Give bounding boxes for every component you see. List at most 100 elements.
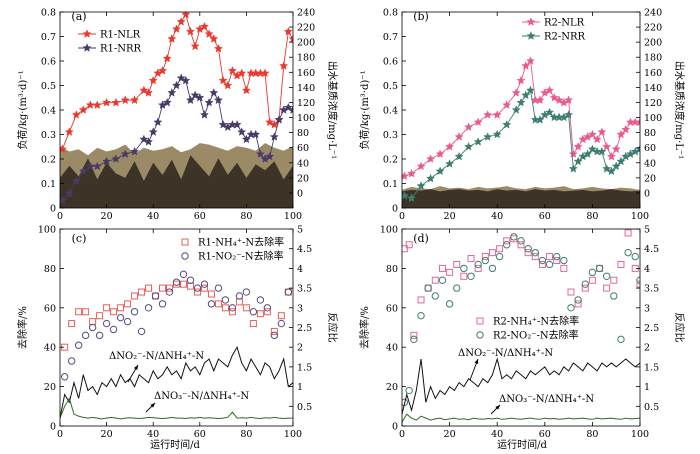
panel-a-label: (a) <box>71 10 86 23</box>
panel-d-xtick-label-2: 40 <box>491 429 503 440</box>
panel-a-point-1-1 <box>64 188 74 198</box>
panel-a-ylabel: 负荷/kg·(m³·d)⁻¹ <box>16 70 29 149</box>
panel-c-point-1-17 <box>179 270 188 279</box>
panel-b-legend-marker-0 <box>526 17 536 26</box>
panel-a-point-0-0 <box>60 144 67 154</box>
panel-c-point-1-21 <box>207 300 216 308</box>
panel-c-point-0-17 <box>179 280 187 288</box>
panel-b-point-1-1 <box>407 193 417 203</box>
panel-c-y2label: 反应比 <box>326 313 339 343</box>
panel-b-point-1-19 <box>545 107 555 117</box>
panel-d-xtick-label-5: 100 <box>631 429 649 440</box>
panel-c-point-1-0 <box>60 373 69 381</box>
panel-d-series-line-2 <box>402 357 640 415</box>
panel-a-point-0-26 <box>213 44 223 53</box>
panel-b-point-1-6 <box>454 151 464 161</box>
panel-d-point-0-25 <box>574 300 582 308</box>
panel-a-point-0-5 <box>92 100 102 109</box>
panel-b-point-0-4 <box>435 149 445 158</box>
panel-a-point-1-32 <box>241 134 251 144</box>
panel-d-y2tick-label-7: 4 <box>644 264 650 275</box>
panel-d-legend-marker-0 <box>476 317 484 325</box>
panel-c-y2tick-label-2: 1.5 <box>297 362 312 373</box>
panel-b-point-0-32 <box>606 151 616 161</box>
panel-b-point-0-11 <box>502 100 512 109</box>
panel-c-point-1-25 <box>235 292 244 300</box>
panel-b-point-1-11 <box>502 119 512 129</box>
panel-b-ytick-label-2: 0.2 <box>383 155 398 166</box>
panel-d-point-0-17 <box>517 241 525 249</box>
panel-d-point-1-3 <box>417 311 425 320</box>
panel-a-point-0-28 <box>223 80 233 90</box>
panel-b-point-1-8 <box>473 137 483 146</box>
panel-b-ytick-label-1: 0.1 <box>383 179 398 190</box>
panel-a-point-0-2 <box>71 110 81 119</box>
panel-a-y2tick-label-5: 100 <box>297 113 315 124</box>
panel-c-point-1-26 <box>242 288 251 296</box>
panel-d-series-line-3 <box>402 413 640 423</box>
panel-c-point-1-3 <box>81 331 90 340</box>
panel-d-xtick-label-4: 80 <box>586 429 598 440</box>
panel-a-legend-marker-1 <box>82 43 92 52</box>
panel-d-legend-text-1: R2-NO₂⁻-N去除率 <box>493 329 579 342</box>
panel-b-y2tick-label-12: 240 <box>644 8 662 19</box>
panel-d-annotation-1: ΔNO₃⁻-N/ΔNH₄⁺-N <box>499 394 594 405</box>
panel-c-point-0-28 <box>256 310 264 318</box>
panel-b-point-0-24 <box>568 149 578 158</box>
panel-c-label: (c) <box>72 232 87 245</box>
panel-c-annotation-arrowhead-1 <box>150 403 155 408</box>
panel-d-point-1-23 <box>560 256 568 265</box>
panel-a-series-line-0 <box>61 13 293 150</box>
panel-a-point-0-27 <box>218 75 228 85</box>
panel-b-point-0-28 <box>587 129 597 139</box>
panel-d-point-1-10 <box>467 272 475 280</box>
panel-a-point-1-12 <box>148 127 158 136</box>
panel-a-point-0-9 <box>130 95 140 105</box>
panel-a-xtick-label-0: 0 <box>57 211 63 222</box>
panel-c-point-1-1 <box>67 357 76 365</box>
panel-b-y2tick-label-7: 140 <box>644 83 662 94</box>
panel-d-y2tick-label-2: 1.5 <box>644 362 659 373</box>
panel-a-point-0-25 <box>209 34 219 43</box>
panel-a-y2tick-label-1: 20 <box>297 173 309 184</box>
panel-d-ytick-label-2: 40 <box>386 343 398 354</box>
panel-d-y2tick-label-8: 4.5 <box>644 244 659 255</box>
panel-a-y2tick-label-9: 180 <box>297 53 315 64</box>
panel-c-ytick-label-5: 100 <box>38 225 56 236</box>
panel-c-point-0-4 <box>89 318 97 326</box>
panel-c-point-1-11 <box>137 327 146 336</box>
panel-c-ytick-label-0: 0 <box>50 422 56 433</box>
panel-c-ylabel: 去除率/% <box>16 306 29 349</box>
panel-c-point-0-18 <box>186 282 194 290</box>
panel-d-y2tick-label-1: 1 <box>644 382 650 393</box>
panel-b-series-line-1 <box>404 89 640 199</box>
panel-a-point-1-37 <box>265 151 275 161</box>
panel-b-frame <box>401 11 641 209</box>
panel-c-y2tick-label-1: 1 <box>297 382 303 393</box>
panel-d-point-1-4 <box>424 284 432 292</box>
panel-a-point-0-12 <box>148 75 158 85</box>
panel-a-point-1-35 <box>255 149 265 158</box>
panel-b-point-1-23 <box>564 110 574 119</box>
panel-d-point-0-31 <box>617 260 625 268</box>
panel-d-point-1-2 <box>410 335 418 344</box>
panel-c-point-1-15 <box>165 288 174 296</box>
panel-a-xtick-label-4: 80 <box>240 211 252 222</box>
panel-c-point-1-22 <box>214 284 223 292</box>
panel-d-point-0-1 <box>405 241 413 249</box>
panel-b-y2tick-label-3: 60 <box>644 143 656 154</box>
panel-a-point-0-15 <box>162 53 172 63</box>
panel-c-plot-area <box>60 270 293 420</box>
panel-c-ytick-label-4: 80 <box>44 264 56 275</box>
panel-c-xtick-label-3: 60 <box>194 429 206 440</box>
panel-a-plot-area <box>60 12 293 208</box>
panel-b-point-0-6 <box>454 132 464 141</box>
panel-b-point-0-15 <box>526 56 536 65</box>
panel-a-ytick-label-0: 0 <box>50 204 56 215</box>
panel-b-y2tick-label-6: 120 <box>644 98 662 109</box>
panel-a-point-0-19 <box>181 12 191 19</box>
panel-b-y2tick-label-11: 220 <box>644 23 662 34</box>
panel-d-point-0-23 <box>560 264 568 272</box>
panel-b-ytick-label-0: 0 <box>392 204 398 215</box>
panel-c-point-1-9 <box>123 317 132 326</box>
